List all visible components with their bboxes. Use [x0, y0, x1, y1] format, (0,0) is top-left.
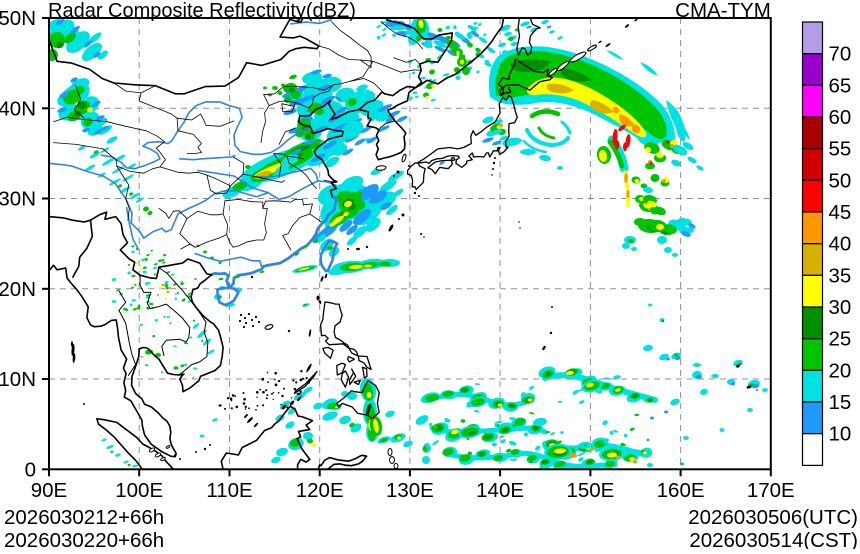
- svg-text:130E: 130E: [386, 479, 434, 502]
- svg-text:2026030514(CST): 2026030514(CST): [689, 529, 858, 549]
- svg-text:30: 30: [829, 296, 852, 319]
- svg-text:Radar Composite Reflectivity(d: Radar Composite Reflectivity(dBZ): [48, 0, 356, 22]
- svg-text:120E: 120E: [296, 479, 344, 502]
- svg-text:50N: 50N: [0, 7, 36, 30]
- svg-text:60: 60: [829, 106, 852, 129]
- svg-text:2026030212+66h: 2026030212+66h: [4, 506, 164, 529]
- svg-text:CMA-TYM: CMA-TYM: [675, 0, 771, 22]
- svg-text:150E: 150E: [566, 479, 614, 502]
- svg-text:25: 25: [829, 328, 852, 351]
- svg-text:70: 70: [829, 43, 852, 66]
- svg-text:40: 40: [829, 233, 852, 256]
- svg-text:35: 35: [829, 264, 852, 287]
- svg-text:15: 15: [829, 391, 852, 414]
- svg-text:55: 55: [829, 138, 852, 161]
- svg-text:140E: 140E: [476, 479, 524, 502]
- svg-text:10N: 10N: [0, 368, 36, 391]
- svg-text:10: 10: [829, 423, 852, 446]
- svg-text:65: 65: [829, 74, 852, 97]
- svg-text:170E: 170E: [747, 479, 795, 502]
- svg-text:30N: 30N: [0, 188, 36, 211]
- svg-text:110E: 110E: [206, 479, 252, 502]
- svg-text:40N: 40N: [0, 97, 36, 120]
- svg-text:20N: 20N: [0, 278, 36, 301]
- svg-text:160E: 160E: [657, 479, 705, 502]
- svg-text:0: 0: [25, 458, 36, 481]
- svg-text:20: 20: [829, 359, 852, 382]
- svg-text:90E: 90E: [31, 479, 67, 502]
- svg-text:45: 45: [829, 201, 852, 224]
- svg-text:2026030220+66h: 2026030220+66h: [4, 529, 164, 549]
- svg-text:50: 50: [829, 169, 852, 192]
- svg-text:2026030506(UTC): 2026030506(UTC): [688, 506, 858, 529]
- svg-text:100E: 100E: [115, 479, 163, 502]
